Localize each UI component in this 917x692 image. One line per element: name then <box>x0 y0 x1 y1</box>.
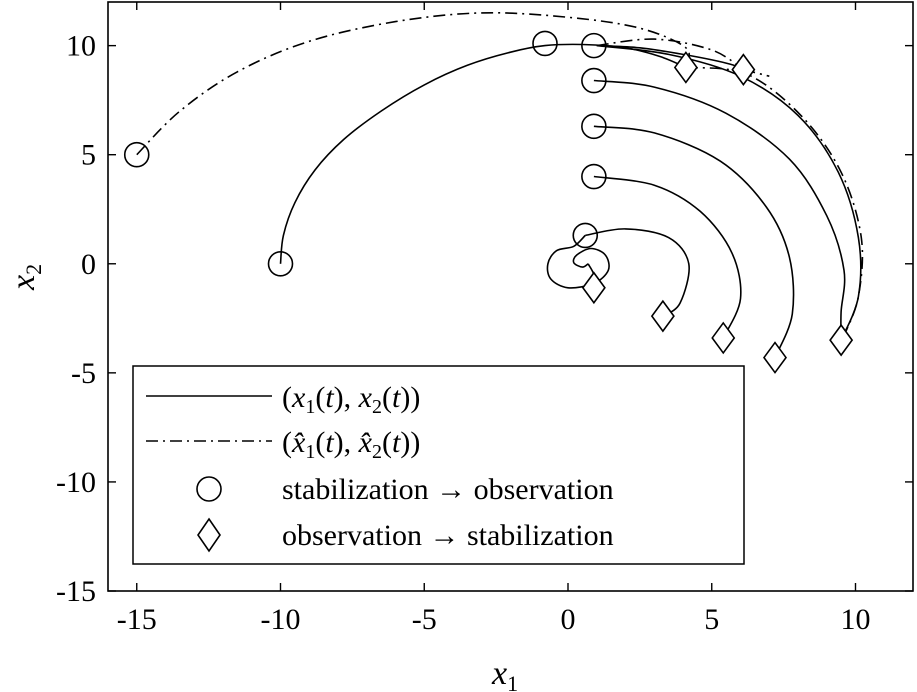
x-tick-label: -10 <box>261 603 301 636</box>
circle-marker <box>267 250 294 277</box>
diamond-marker <box>829 323 854 357</box>
legend-box <box>132 365 745 565</box>
circle-marker <box>581 32 607 59</box>
true-trajectory-3 <box>593 79 846 341</box>
tick-group: -15 -10 -5 0 5 10 -15 -10 -5 0 5 10 <box>56 2 913 636</box>
x-axis-label: x1 <box>491 655 518 692</box>
circle-marker <box>123 141 150 168</box>
y-tick-label: 10 <box>66 30 96 63</box>
series-group <box>136 11 864 358</box>
legend: (x1(t), x2(t)) (x̂1(t), x̂2(t)) stabiliz… <box>132 365 745 565</box>
true-trajectory-6 <box>585 228 690 317</box>
true-trajectory-0 <box>279 43 687 264</box>
axes-frame <box>107 1 914 592</box>
y-tick-label: 5 <box>81 139 96 172</box>
circle-marker <box>572 222 599 249</box>
marker-group <box>123 30 854 374</box>
diamond-marker <box>711 321 736 355</box>
circle-marker <box>581 67 607 94</box>
circle-marker <box>581 163 607 190</box>
legend-entry-trajectory: (x1(t), x2(t)) <box>282 381 420 418</box>
diamond-marker <box>650 299 675 333</box>
x-tick-label: 10 <box>841 603 871 636</box>
x-tick-label: 0 <box>561 603 576 636</box>
x-tick-label: 5 <box>704 603 719 636</box>
diamond-marker <box>581 271 606 305</box>
diamond-marker <box>673 51 698 84</box>
diamond-marker <box>763 341 787 374</box>
estimated-trajectory-1 <box>596 38 744 71</box>
true-trajectory-7 <box>546 234 610 289</box>
x-tick-label: -15 <box>117 603 157 636</box>
y-tick-label: 0 <box>81 248 96 281</box>
legend-circle-marker <box>196 476 222 502</box>
legend-entry-obs-to-stab: observation → stabilization <box>282 519 614 552</box>
true-trajectory-1 <box>596 44 747 71</box>
x-tick-label: -5 <box>412 603 437 636</box>
legend-entry-stab-to-obs: stabilization → observation <box>282 473 614 506</box>
circle-marker <box>581 113 607 140</box>
true-trajectory-4 <box>593 125 795 358</box>
true-trajectory-2 <box>596 44 862 341</box>
estimated-trajectory-0 <box>136 11 691 156</box>
legend-diamond-marker <box>197 517 221 553</box>
estimated-trajectory-2 <box>685 66 864 337</box>
true-trajectory-5 <box>593 175 742 339</box>
y-tick-label: -10 <box>56 466 96 499</box>
legend-entry-estimate: (x̂1(t), x̂2(t)) <box>282 426 420 463</box>
y-axis-label: x2 <box>5 264 46 291</box>
y-tick-label: -5 <box>71 357 96 390</box>
circle-marker <box>532 30 558 57</box>
y-tick-label: -15 <box>56 575 96 608</box>
diamond-marker <box>731 53 756 86</box>
